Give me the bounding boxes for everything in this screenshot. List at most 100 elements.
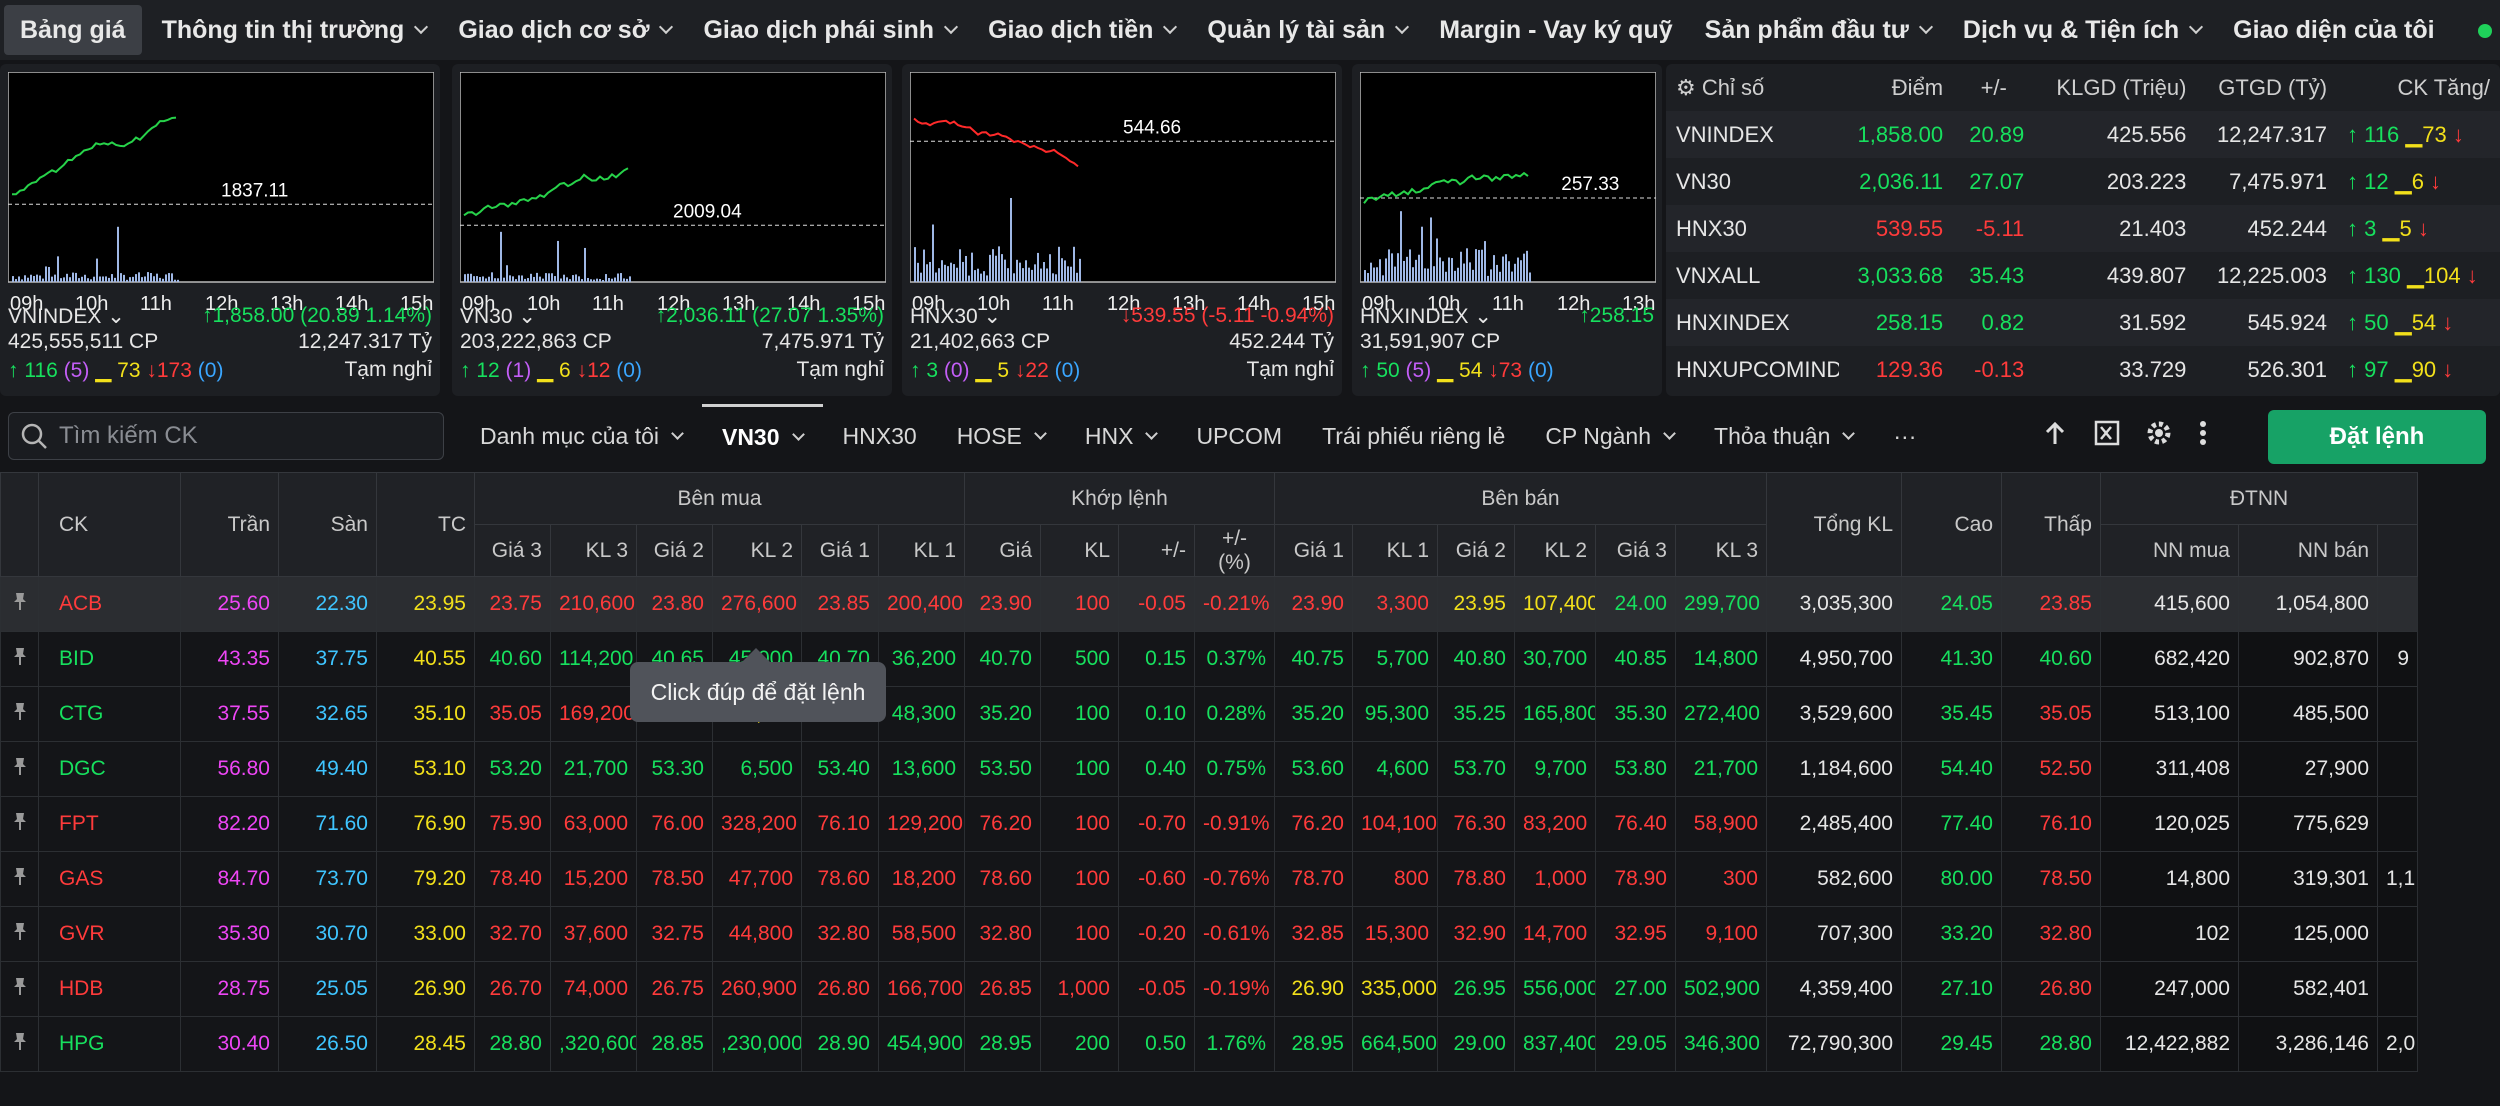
- quote-cell[interactable]: 454,900: [878, 1016, 965, 1072]
- quote-cell[interactable]: 53.30: [636, 741, 713, 797]
- col-total-volume[interactable]: Tổng KL: [1766, 472, 1902, 577]
- pin-cell[interactable]: [0, 1016, 39, 1072]
- tab-4[interactable]: HNX: [1065, 404, 1177, 468]
- quote-cell[interactable]: 9,700: [1514, 741, 1596, 797]
- quote-cell[interactable]: 26.90: [1274, 961, 1353, 1017]
- quote-cell[interactable]: 27.00: [1595, 961, 1676, 1017]
- quote-cell[interactable]: 21,700: [1675, 741, 1767, 797]
- quote-cell[interactable]: 32.95: [1595, 906, 1676, 962]
- pin-cell[interactable]: [0, 851, 39, 907]
- index-row[interactable]: HNXUPCOMINDI 129.36 -0.13 33.729 526.301 ↑ 97…: [1666, 346, 2500, 393]
- col-foreign-buy[interactable]: NN mua: [2100, 524, 2239, 577]
- tab-0[interactable]: Danh mục của tôi: [460, 404, 702, 468]
- quote-cell[interactable]: 0.37%: [1194, 631, 1275, 687]
- nav-item-6[interactable]: Margin - Vay ký quỹ: [1423, 0, 1688, 60]
- quote-cell[interactable]: 95,300: [1352, 686, 1438, 742]
- quote-cell[interactable]: 58,500: [878, 906, 965, 962]
- quote-cell[interactable]: 276,600: [712, 576, 802, 632]
- quote-cell[interactable]: 76.00: [636, 796, 713, 852]
- subcol-2[interactable]: Giá 2: [636, 524, 713, 577]
- quote-cell[interactable]: 837,400: [1514, 1016, 1596, 1072]
- quote-cell[interactable]: 5,700: [1352, 631, 1438, 687]
- quote-cell[interactable]: -0.70: [1118, 796, 1195, 852]
- quote-cell[interactable]: -0.91%: [1194, 796, 1275, 852]
- quote-cell[interactable]: 78.40: [474, 851, 551, 907]
- symbol-cell[interactable]: HDB: [38, 961, 181, 1017]
- quote-cell[interactable]: 23.80: [636, 576, 713, 632]
- quote-cell[interactable]: 28.95: [1274, 1016, 1353, 1072]
- quote-cell[interactable]: 23.90: [1274, 576, 1353, 632]
- quote-cell[interactable]: 0.15: [1118, 631, 1195, 687]
- quote-cell[interactable]: 48,300: [878, 686, 965, 742]
- quote-cell[interactable]: 21,700: [550, 741, 637, 797]
- subcol-3[interactable]: KL 2: [712, 524, 802, 577]
- quote-cell[interactable]: 53.80: [1595, 741, 1676, 797]
- quote-cell[interactable]: 107,400: [1514, 576, 1596, 632]
- quote-cell[interactable]: 32.75: [636, 906, 713, 962]
- subcol-5[interactable]: KL 1: [878, 524, 965, 577]
- quote-cell[interactable]: 26.70: [474, 961, 551, 1017]
- index-col-1[interactable]: Điểm: [1839, 64, 1953, 111]
- symbol-cell[interactable]: CTG: [38, 686, 181, 742]
- symbol-cell[interactable]: BID: [38, 631, 181, 687]
- index-row[interactable]: VNINDEX 1,858.00 20.89 425.556 12,247.317 ↑ 1…: [1666, 111, 2500, 158]
- subcol-10[interactable]: Giá 1: [1274, 524, 1353, 577]
- index-col-0[interactable]: ⚙ Chỉ số: [1666, 64, 1839, 111]
- quote-cell[interactable]: 169,200: [550, 686, 637, 742]
- subcol-6[interactable]: Giá: [964, 524, 1041, 577]
- subcol-8[interactable]: +/-: [1118, 524, 1195, 577]
- quote-cell[interactable]: 14,700: [1514, 906, 1596, 962]
- quote-cell[interactable]: 664,500: [1352, 1016, 1438, 1072]
- quote-cell[interactable]: 35.20: [964, 686, 1041, 742]
- quote-cell[interactable]: 15,300: [1352, 906, 1438, 962]
- quote-cell[interactable]: 104,100: [1352, 796, 1438, 852]
- quote-cell[interactable]: 165,800: [1514, 686, 1596, 742]
- quote-cell[interactable]: 76.10: [801, 796, 879, 852]
- subcol-15[interactable]: KL 3: [1675, 524, 1767, 577]
- symbol-cell[interactable]: FPT: [38, 796, 181, 852]
- index-row[interactable]: VNXALL 3,033.68 35.43 439.807 12,225.003 ↑ 13…: [1666, 252, 2500, 299]
- quote-cell[interactable]: ,320,600: [550, 1016, 637, 1072]
- quote-cell[interactable]: 15,200: [550, 851, 637, 907]
- quote-cell[interactable]: 100: [1040, 796, 1119, 852]
- table-row[interactable]: HPG 30.40 26.50 28.45 28.80,320,600 28.85,230…: [0, 1016, 2418, 1072]
- quote-cell[interactable]: 26.75: [636, 961, 713, 1017]
- table-row[interactable]: GVR 35.30 30.70 33.00 32.70 37,600 32.75 44,800…: [0, 906, 2418, 962]
- col-high[interactable]: Cao: [1901, 472, 2002, 577]
- quote-cell[interactable]: 3,300: [1352, 576, 1438, 632]
- tab-9[interactable]: ···: [1873, 404, 1936, 468]
- quote-cell[interactable]: 26.85: [964, 961, 1041, 1017]
- quote-cell[interactable]: 53.60: [1274, 741, 1353, 797]
- quote-cell[interactable]: 78.60: [801, 851, 879, 907]
- quote-cell[interactable]: 78.70: [1274, 851, 1353, 907]
- quote-cell[interactable]: 210,600: [550, 576, 637, 632]
- quote-cell[interactable]: 28.80: [474, 1016, 551, 1072]
- quote-cell[interactable]: 28.90: [801, 1016, 879, 1072]
- col-reference[interactable]: TC: [376, 472, 475, 577]
- col-foreign-sell[interactable]: NN bán: [2238, 524, 2378, 577]
- table-row[interactable]: ACB 25.60 22.30 23.95 23.75 210,600 23.80 276,6…: [0, 576, 2418, 632]
- table-row[interactable]: DGC 56.80 49.40 53.10 53.20 21,700 53.30 6,500 5…: [0, 741, 2418, 797]
- quote-cell[interactable]: 36,200: [878, 631, 965, 687]
- index-col-4[interactable]: GTGD (Tỷ): [2196, 64, 2337, 111]
- quote-cell[interactable]: 35.30: [1595, 686, 1676, 742]
- quote-cell[interactable]: 23.85: [801, 576, 879, 632]
- subcol-14[interactable]: Giá 3: [1595, 524, 1676, 577]
- quote-cell[interactable]: 63,000: [550, 796, 637, 852]
- quote-cell[interactable]: -0.21%: [1194, 576, 1275, 632]
- quote-cell[interactable]: 272,400: [1675, 686, 1767, 742]
- subcol-13[interactable]: KL 2: [1514, 524, 1596, 577]
- quote-cell[interactable]: 76.40: [1595, 796, 1676, 852]
- more-vertical-icon[interactable]: [2196, 418, 2210, 448]
- quote-cell[interactable]: 26.95: [1437, 961, 1515, 1017]
- quote-cell[interactable]: 18,200: [878, 851, 965, 907]
- tab-7[interactable]: CP Ngành: [1525, 404, 1694, 468]
- quote-cell[interactable]: ,230,000: [712, 1016, 802, 1072]
- quote-cell[interactable]: 1,000: [1514, 851, 1596, 907]
- pin-cell[interactable]: [0, 741, 39, 797]
- pin-cell[interactable]: [0, 961, 39, 1017]
- tab-5[interactable]: UPCOM: [1176, 404, 1302, 468]
- quote-cell[interactable]: 78.50: [636, 851, 713, 907]
- quote-cell[interactable]: 328,200: [712, 796, 802, 852]
- symbol-cell[interactable]: GVR: [38, 906, 181, 962]
